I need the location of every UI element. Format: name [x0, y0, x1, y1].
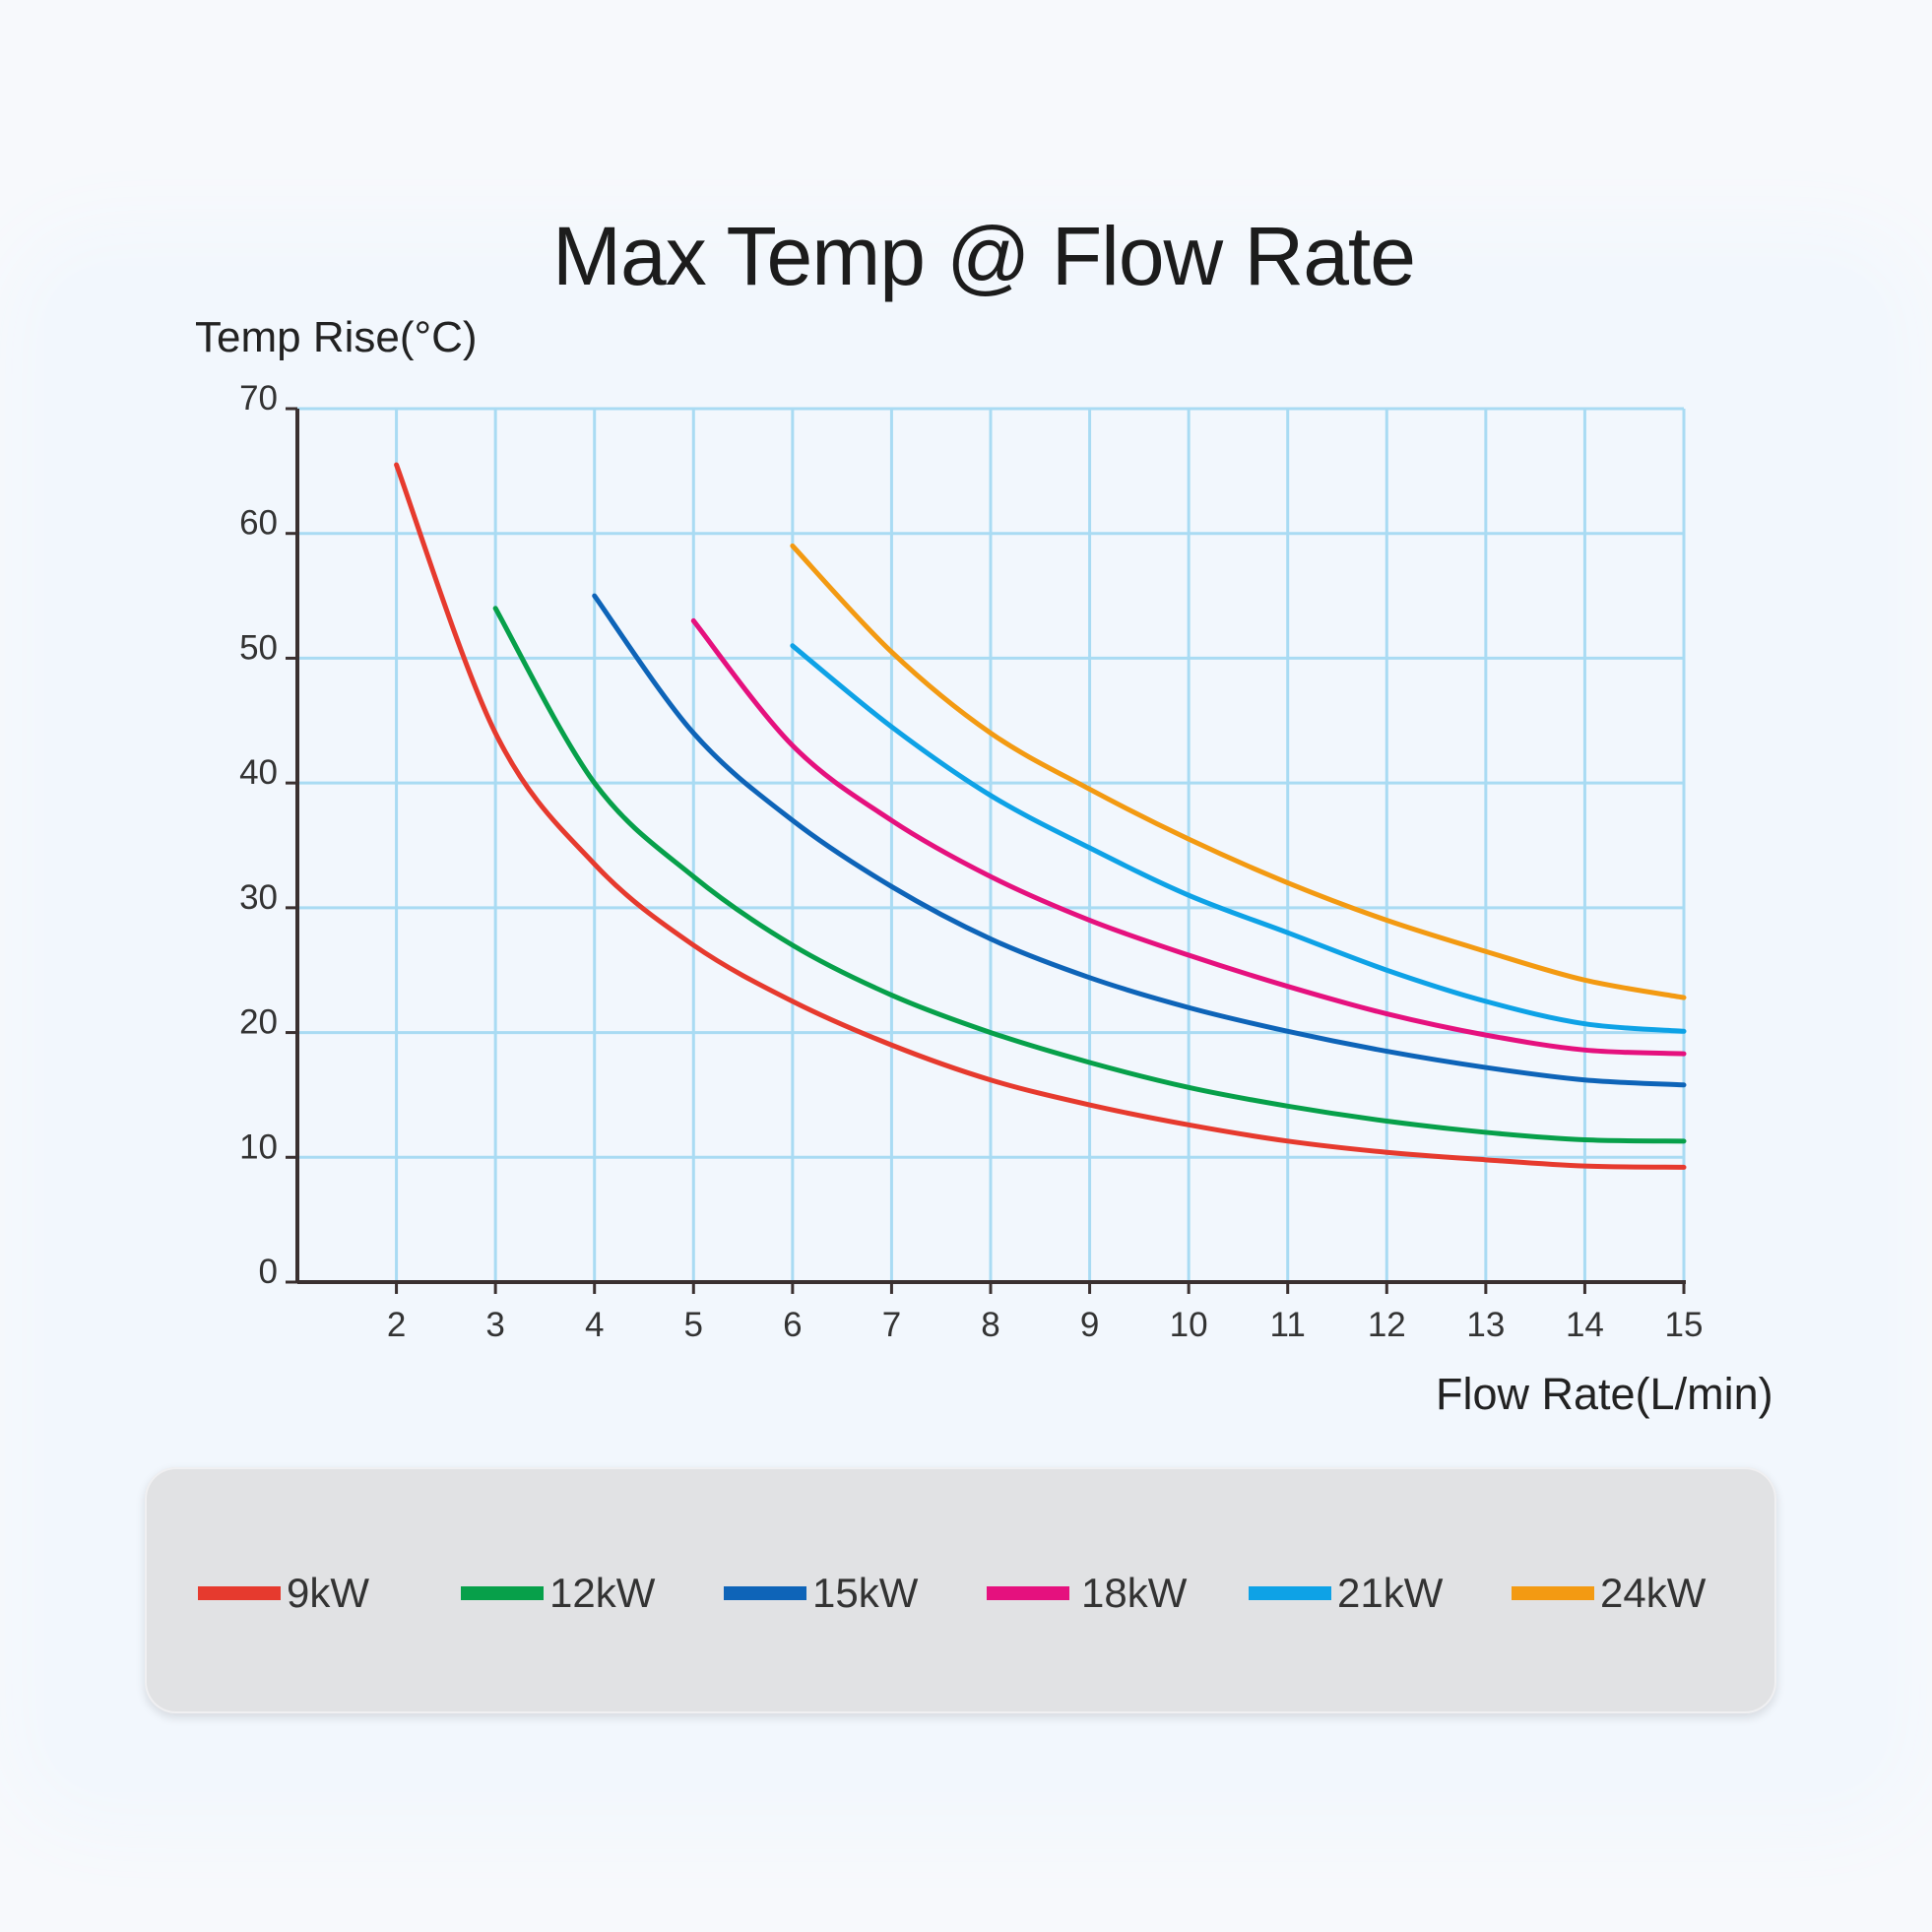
legend-item-21kw: 21kW: [1249, 1570, 1443, 1617]
y-tick-label-10: 10: [239, 1127, 278, 1166]
x-tick-label-6: 6: [783, 1306, 802, 1344]
legend-swatch-9kw: [198, 1586, 281, 1600]
x-tick-label-15: 15: [1665, 1306, 1704, 1344]
legend-item-18kw: 18kW: [987, 1570, 1187, 1617]
legend-swatch-15kw: [724, 1586, 806, 1600]
x-tick-label-10: 10: [1170, 1306, 1208, 1344]
y-axis-label: Temp Rise(°C): [195, 313, 478, 361]
legend-item-12kw: 12kW: [461, 1570, 655, 1617]
legend-swatch-24kw: [1512, 1586, 1594, 1600]
legend-label-18kw: 18kW: [1081, 1570, 1188, 1616]
series-line-15kw: [592, 593, 1687, 1088]
series-line-12kw: [492, 606, 1687, 1144]
series-line-18kw: [690, 617, 1687, 1057]
legend-swatch-18kw: [987, 1586, 1069, 1600]
x-axis-label: Flow Rate(L/min): [1436, 1369, 1773, 1419]
x-tick-label-11: 11: [1270, 1306, 1306, 1344]
legend-swatch-12kw: [461, 1586, 544, 1600]
y-tick-label-60: 60: [239, 504, 278, 543]
y-tick-label-0: 0: [259, 1253, 278, 1291]
y-tick-label-30: 30: [239, 878, 278, 917]
legend-swatch-21kw: [1249, 1586, 1331, 1600]
x-tick-label-7: 7: [882, 1306, 901, 1344]
x-tick-label-14: 14: [1566, 1306, 1604, 1344]
x-tick-label-8: 8: [981, 1306, 999, 1344]
series-line-9kw: [394, 462, 1687, 1170]
series-line-24kw: [790, 543, 1687, 1000]
x-tick-label-13: 13: [1466, 1306, 1505, 1344]
y-tick-label-20: 20: [239, 1003, 278, 1042]
legend-label-21kw: 21kW: [1337, 1570, 1444, 1616]
legend-label-9kw: 9kW: [287, 1570, 369, 1616]
legend-item-24kw: 24kW: [1512, 1570, 1706, 1617]
x-tick-label-9: 9: [1080, 1306, 1099, 1344]
y-tick-label-50: 50: [239, 628, 278, 667]
x-tick-label-12: 12: [1368, 1306, 1406, 1344]
y-tick-label-40: 40: [239, 753, 278, 792]
legend: [145, 1467, 1776, 1713]
x-tick-label-3: 3: [485, 1306, 504, 1344]
legend-item-15kw: 15kW: [724, 1570, 918, 1617]
x-tick-label-4: 4: [585, 1306, 604, 1344]
chart-title: Max Temp @ Flow Rate: [552, 210, 1416, 302]
legend-label-24kw: 24kW: [1600, 1570, 1707, 1616]
x-tick-label-2: 2: [387, 1306, 406, 1344]
series-line-21kw: [790, 643, 1687, 1034]
y-tick-label-70: 70: [239, 379, 278, 418]
legend-item-9kw: 9kW: [198, 1570, 369, 1617]
x-tick-label-5: 5: [684, 1306, 703, 1344]
legend-label-12kw: 12kW: [549, 1570, 656, 1616]
legend-label-15kw: 15kW: [812, 1570, 919, 1616]
